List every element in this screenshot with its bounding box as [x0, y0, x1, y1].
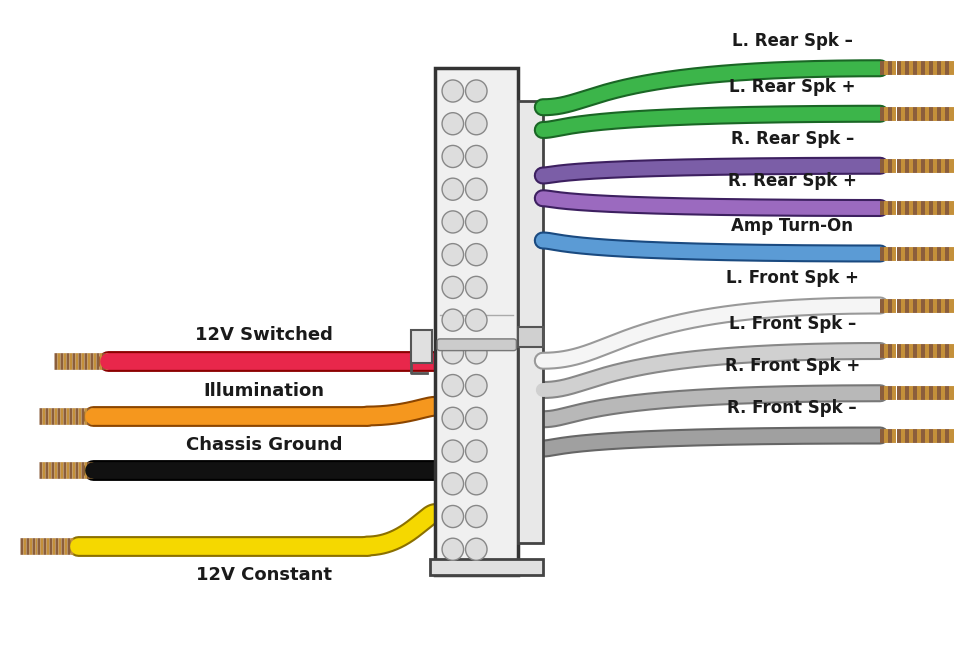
- Text: 12V Switched: 12V Switched: [195, 326, 332, 344]
- FancyBboxPatch shape: [518, 101, 542, 543]
- Ellipse shape: [442, 374, 463, 396]
- Ellipse shape: [442, 244, 463, 266]
- Ellipse shape: [465, 408, 487, 430]
- Ellipse shape: [465, 244, 487, 266]
- Text: R. Rear Spk +: R. Rear Spk +: [727, 172, 856, 190]
- Ellipse shape: [442, 408, 463, 430]
- Ellipse shape: [465, 538, 487, 560]
- Ellipse shape: [442, 309, 463, 332]
- Text: Illumination: Illumination: [203, 382, 324, 400]
- Text: R. Front Spk +: R. Front Spk +: [724, 357, 859, 375]
- Ellipse shape: [442, 112, 463, 135]
- Text: Amp Turn-On: Amp Turn-On: [731, 217, 852, 235]
- Ellipse shape: [465, 374, 487, 396]
- FancyBboxPatch shape: [410, 330, 432, 363]
- Ellipse shape: [465, 342, 487, 364]
- Ellipse shape: [465, 506, 487, 528]
- Ellipse shape: [442, 146, 463, 168]
- FancyBboxPatch shape: [437, 339, 516, 350]
- Text: R. Rear Spk –: R. Rear Spk –: [730, 129, 853, 148]
- Ellipse shape: [465, 112, 487, 135]
- Ellipse shape: [442, 211, 463, 233]
- Text: 12V Constant: 12V Constant: [195, 566, 332, 584]
- Ellipse shape: [442, 440, 463, 462]
- Text: R. Front Spk –: R. Front Spk –: [727, 399, 856, 417]
- Ellipse shape: [442, 342, 463, 364]
- Ellipse shape: [465, 276, 487, 298]
- Ellipse shape: [465, 211, 487, 233]
- Ellipse shape: [442, 473, 463, 495]
- Ellipse shape: [442, 80, 463, 102]
- Text: L. Front Spk –: L. Front Spk –: [728, 315, 855, 333]
- Ellipse shape: [465, 309, 487, 332]
- Ellipse shape: [442, 276, 463, 298]
- Ellipse shape: [442, 178, 463, 200]
- Text: L. Rear Spk –: L. Rear Spk –: [731, 32, 852, 50]
- Ellipse shape: [465, 473, 487, 495]
- Ellipse shape: [465, 146, 487, 168]
- Text: Chassis Ground: Chassis Ground: [186, 436, 342, 454]
- Text: L. Rear Spk +: L. Rear Spk +: [728, 77, 855, 96]
- FancyBboxPatch shape: [435, 68, 518, 575]
- FancyBboxPatch shape: [518, 327, 542, 346]
- Text: L. Front Spk +: L. Front Spk +: [725, 269, 858, 287]
- Ellipse shape: [442, 506, 463, 528]
- Ellipse shape: [465, 440, 487, 462]
- Ellipse shape: [465, 178, 487, 200]
- Ellipse shape: [465, 80, 487, 102]
- FancyBboxPatch shape: [430, 559, 542, 575]
- Ellipse shape: [442, 538, 463, 560]
